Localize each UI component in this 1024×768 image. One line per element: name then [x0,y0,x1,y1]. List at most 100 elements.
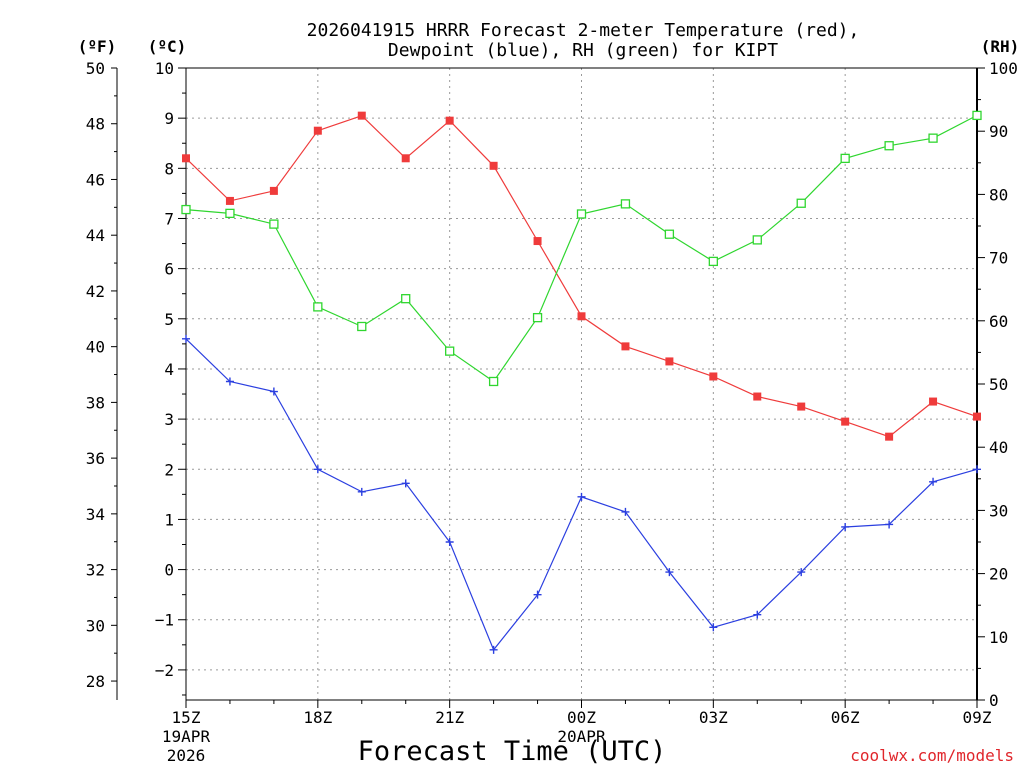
celsius-tick-label: −2 [155,661,174,680]
x-tick-label: 09Z [963,708,992,727]
rh-axis-title: (RH) [981,37,1020,56]
dewpoint-point [357,487,366,496]
title-line-2: Dewpoint (blue), RH (green) for KIPT [388,40,778,61]
temperature-point [225,196,234,205]
fahrenheit-tick-label: 38 [86,393,105,412]
rh-point [445,346,455,356]
rh-point [225,208,235,219]
celsius-tick-label: 4 [164,360,174,379]
fahrenheit-tick-label: 46 [86,170,105,189]
fahrenheit-tick-label: 30 [86,616,105,635]
dewpoint-point [621,507,630,516]
dewpoint-point [269,387,278,396]
temperature-point [709,372,718,381]
dewpoint-point [533,590,542,599]
dewpoint-point [313,465,322,474]
temperature-point [401,154,410,163]
x-tick-sublabel: 20APR [557,727,606,746]
celsius-tick-label: 5 [164,310,174,329]
x-tick-label: 00Z [567,708,596,727]
fahrenheit-tick-label: 28 [86,672,105,691]
temperature-point [533,237,542,246]
dewpoint-point [929,477,938,486]
celsius-tick-label: 9 [164,109,174,128]
celsius-axis-title: (ºC) [148,37,187,56]
celsius-tick-label: 2 [164,460,174,479]
rh-tick-label: 30 [989,501,1008,520]
dewpoint-point [709,623,718,632]
temperature-point [841,417,850,426]
fahrenheit-tick-label: 48 [86,115,105,134]
chart-title: 2026041915 HRRR Forecast 2-meter Tempera… [307,20,860,61]
celsius-tick-label: 3 [164,410,174,429]
rh-tick-label: 80 [989,185,1008,204]
dewpoint-point [797,568,806,577]
celsius-tick-label: 0 [164,561,174,580]
celsius-tick-label: 6 [164,260,174,279]
fahrenheit-tick-label: 32 [86,561,105,580]
dewpoint-point [885,520,894,529]
temperature-point [577,312,586,321]
fahrenheit-tick-label: 44 [86,226,105,245]
temperature-point [885,432,894,441]
dewpoint-point [577,492,586,501]
x-tick-sublabel: 2026 [167,746,206,765]
celsius-tick-label: 10 [155,59,174,78]
rh-point [401,294,411,304]
temperature-point [489,161,498,170]
rh-tick-label: 50 [989,375,1008,394]
rh-point [357,321,367,332]
rh-point [796,198,806,208]
fahrenheit-tick-label: 34 [86,505,105,524]
rh-tick-label: 20 [989,565,1008,584]
temperature-point [929,397,938,406]
temperature-point [357,111,366,120]
temperature-line [185,115,978,438]
rh-point [313,302,323,312]
temperature-point [753,392,762,401]
rh-point [928,133,938,143]
credit-label: coolwx.com/models [850,746,1014,765]
fahrenheit-axis-title: (ºF) [78,37,117,56]
dewpoint-point [753,610,762,619]
temperature-point [621,342,630,351]
rh-tick-label: 10 [989,628,1008,647]
temperature-point [313,126,322,135]
x-tick-label: 21Z [435,708,464,727]
x-axis-title: Forecast Time (UTC) [358,736,667,767]
dewpoint-point [401,479,410,488]
data-series [181,110,982,654]
dewpoint-point [182,334,190,343]
temperature-point [182,154,190,163]
grid-lines [186,67,977,700]
fahrenheit-tick-label: 40 [86,338,105,357]
plot-frame [185,67,978,701]
fahrenheit-tick-label: 50 [86,59,105,78]
rh-tick-label: 0 [989,691,999,710]
x-tick-label: 06Z [831,708,860,727]
fahrenheit-tick-label: 42 [86,282,105,301]
rh-tick-label: 40 [989,438,1008,457]
dewpoint-point [973,465,981,474]
axes: −2−1012345678910283032343638404244464850… [86,59,1018,765]
temperature-point [797,402,806,411]
temperature-point [445,116,454,125]
dewpoint-point [445,538,454,546]
rh-point [664,229,675,239]
rh-point [620,199,631,209]
x-tick-sublabel: 19APR [162,727,211,746]
celsius-tick-label: 8 [164,159,174,178]
dewpoint-point [225,377,234,386]
rh-tick-label: 60 [989,312,1008,331]
rh-point [840,153,850,164]
dewpoint-point [841,522,850,531]
dewpoint-point [665,568,674,577]
celsius-tick-label: 1 [164,510,174,529]
temperature-point [269,186,278,195]
rh-tick-label: 70 [989,249,1008,268]
title-line-1: 2026041915 HRRR Forecast 2-meter Tempera… [307,20,860,41]
rh-point [269,219,279,229]
dewpoint-point [489,645,498,654]
celsius-tick-label: 7 [164,209,174,228]
